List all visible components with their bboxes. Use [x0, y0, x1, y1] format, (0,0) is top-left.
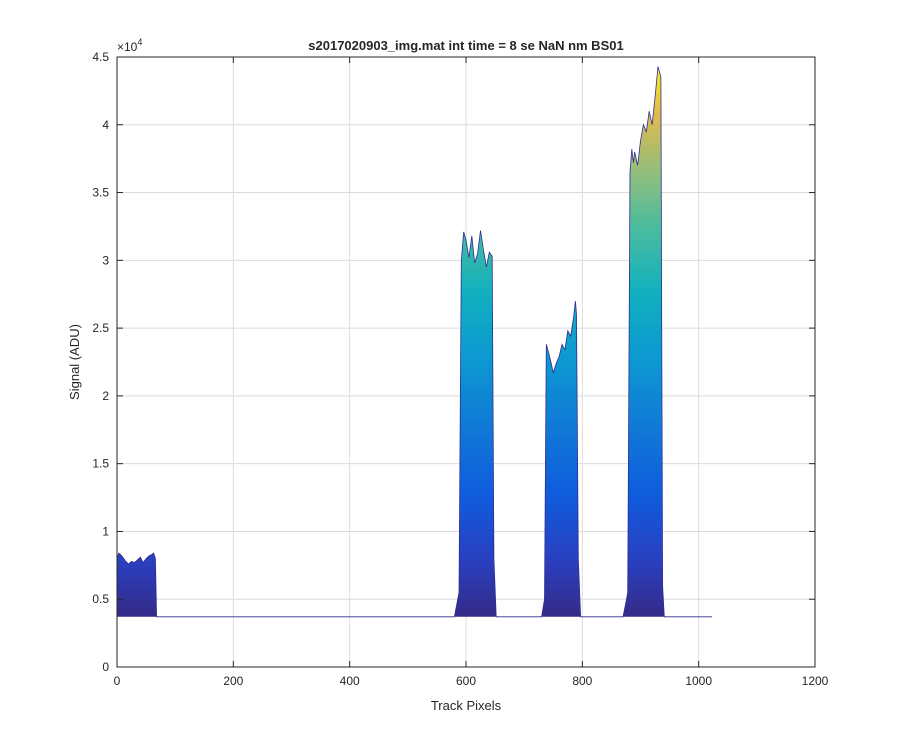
y-tick-label: 4.5 [92, 50, 109, 64]
x-tick-label: 800 [572, 674, 592, 688]
series-line [116, 66, 712, 618]
y-tick-label: 4 [102, 118, 109, 132]
y-exponent-label: ×104 [117, 37, 142, 54]
x-tick-label: 0 [114, 674, 121, 688]
x-tick-label: 600 [456, 674, 476, 688]
y-tick-label: 3.5 [92, 186, 109, 200]
x-axis-label: Track Pixels [431, 698, 502, 713]
y-tick-label: 2 [102, 389, 109, 403]
y-axis-ticks: 0 0.5 1 1.5 2 2.5 3 3.5 4 4.5 [92, 50, 815, 674]
x-tick-label: 200 [223, 674, 243, 688]
y-tick-label: 3 [102, 253, 109, 267]
series-area [117, 66, 712, 617]
x-tick-label: 1000 [685, 674, 712, 688]
x-axis-ticks: 0 200 400 600 800 1000 1200 [114, 57, 829, 688]
y-axis-label: Signal (ADU) [67, 324, 82, 400]
x-tick-label: 1200 [802, 674, 829, 688]
y-tick-label: 0.5 [92, 592, 109, 606]
y-tick-label: 1 [102, 524, 109, 538]
y-exponent-base: ×10 [117, 40, 138, 54]
y-exponent-power: 4 [137, 37, 142, 47]
y-tick-label: 1.5 [92, 457, 109, 471]
y-tick-label: 2.5 [92, 321, 109, 335]
y-tick-label: 0 [102, 660, 109, 674]
chart-title: s2017020903_img.mat int time = 8 se NaN … [308, 38, 623, 53]
x-tick-label: 400 [340, 674, 360, 688]
